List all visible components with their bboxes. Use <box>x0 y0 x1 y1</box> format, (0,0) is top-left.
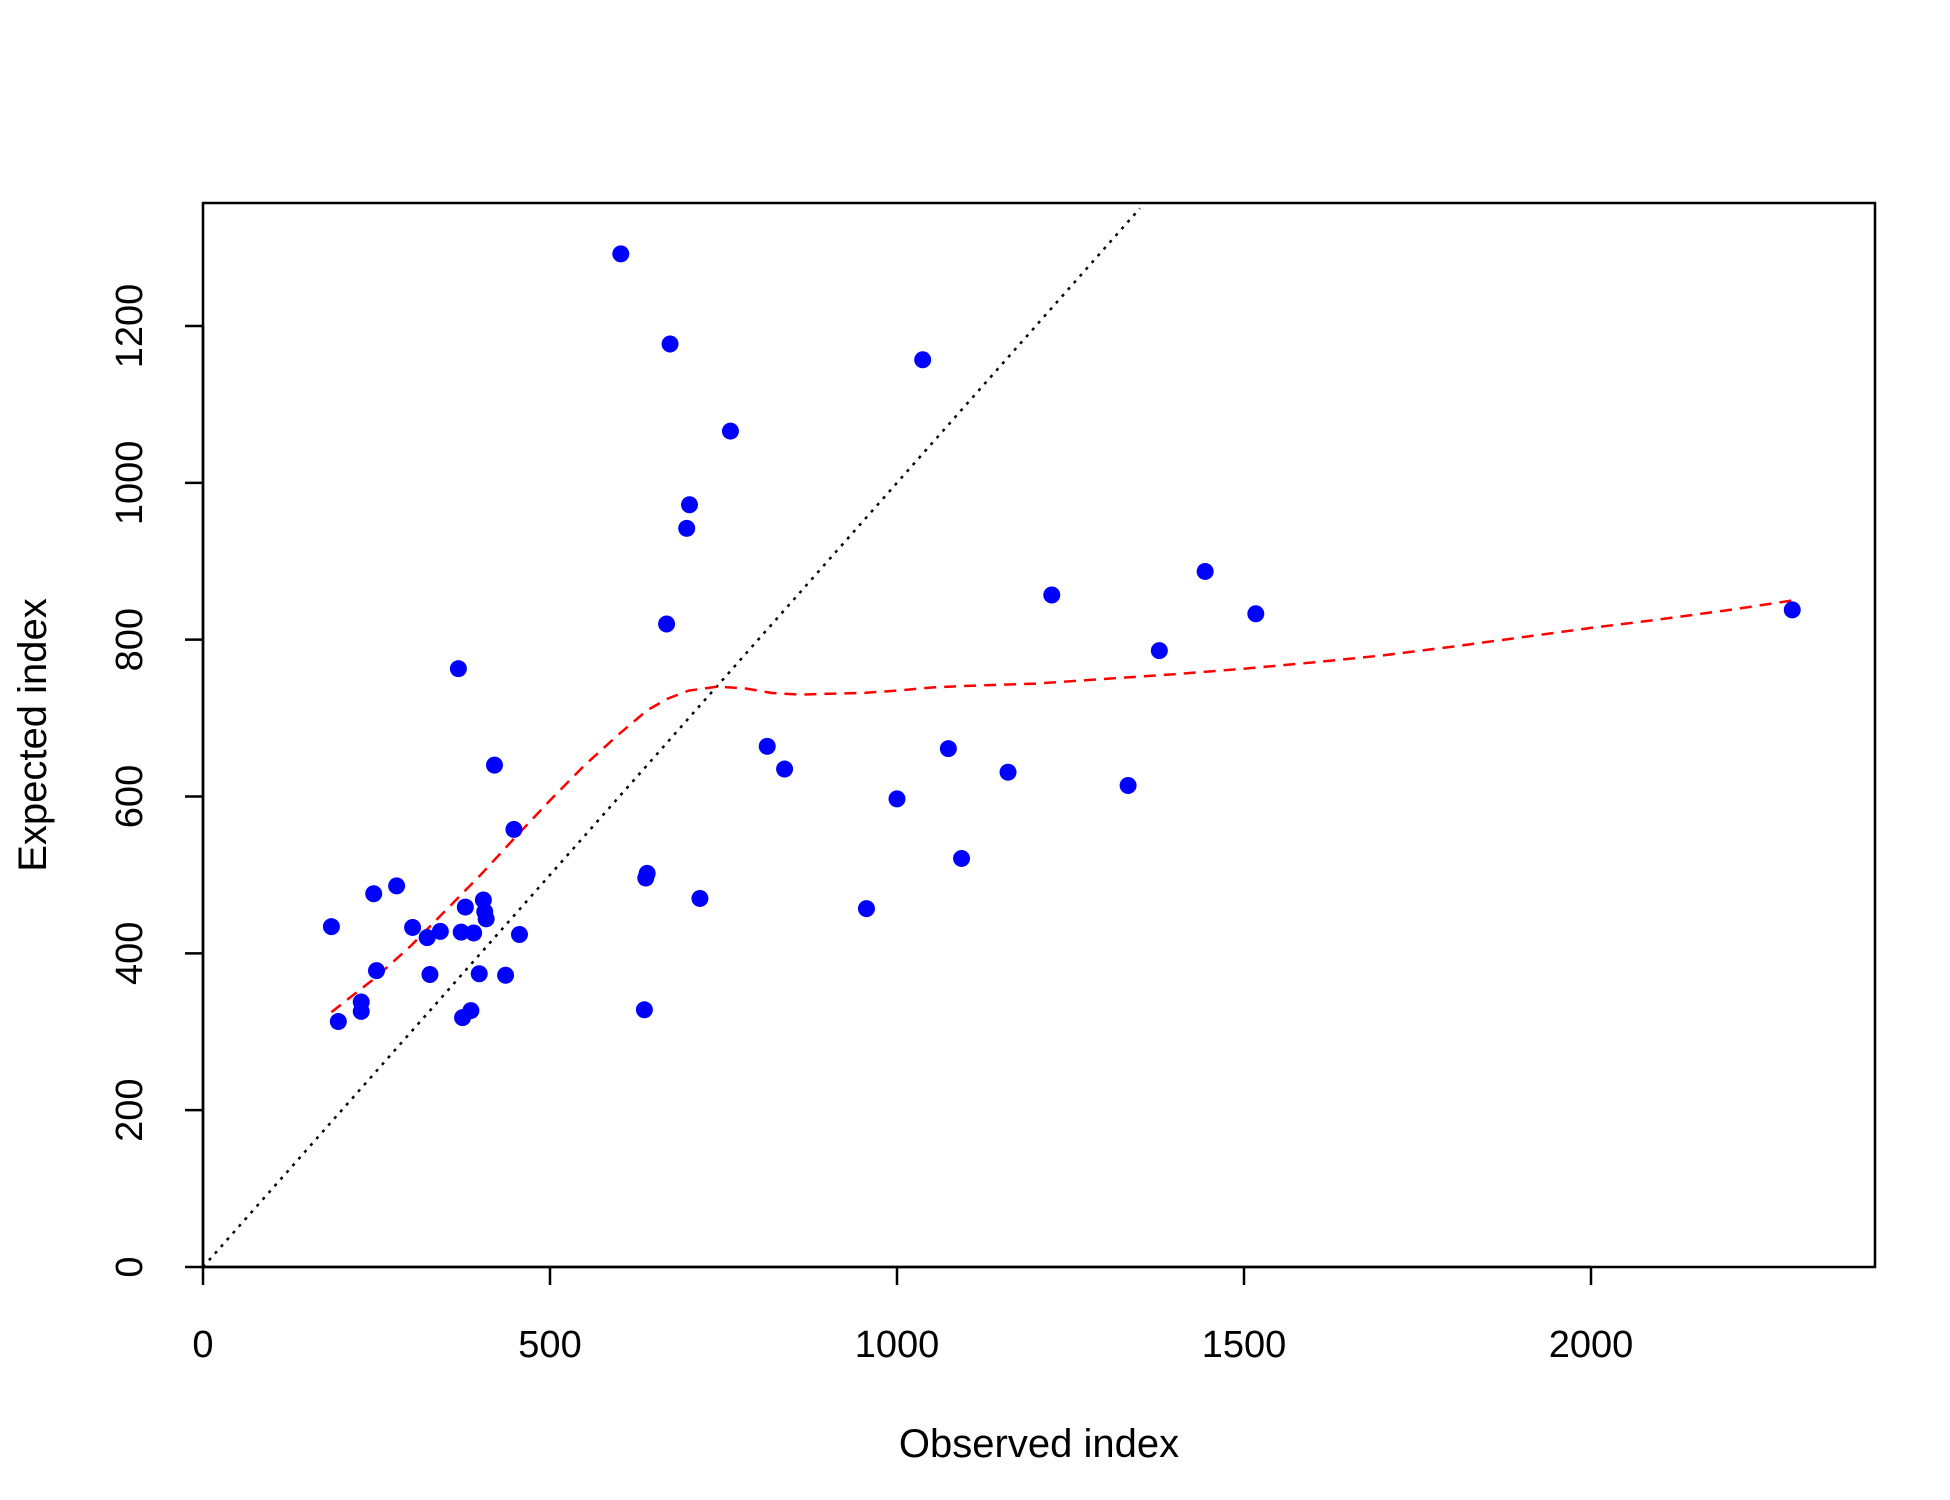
data-point <box>661 335 679 353</box>
data-point <box>452 923 470 941</box>
data-point <box>404 918 422 936</box>
data-point <box>1043 586 1061 604</box>
data-point <box>721 422 739 440</box>
data-point <box>678 519 696 537</box>
data-point <box>431 922 449 940</box>
data-point <box>421 966 439 984</box>
data-point <box>776 760 794 778</box>
data-point <box>635 1001 653 1019</box>
data-point <box>1150 642 1168 660</box>
y-tick-label: 400 <box>109 922 151 985</box>
y-tick-label: 0 <box>109 1256 151 1277</box>
data-point <box>365 885 383 903</box>
data-point <box>388 877 406 895</box>
y-tick-label: 1200 <box>109 284 151 369</box>
data-point <box>1247 605 1265 623</box>
data-point <box>914 351 932 369</box>
data-point <box>888 790 906 808</box>
y-tick-label: 200 <box>109 1078 151 1141</box>
y-tick-label: 600 <box>109 765 151 828</box>
data-point <box>510 926 528 944</box>
x-tick-label: 0 <box>192 1324 213 1366</box>
data-point <box>612 245 630 263</box>
data-point <box>456 898 474 916</box>
data-point <box>758 737 776 755</box>
x-axis-title: Observed index <box>899 1422 1179 1466</box>
smooth-line <box>330 599 1793 1014</box>
x-tick-label: 500 <box>518 1324 581 1366</box>
data-point <box>857 900 875 918</box>
data-point <box>329 1013 347 1031</box>
smooth-line-layer <box>330 599 1793 1014</box>
data-point <box>505 820 523 838</box>
y-tick-label: 1000 <box>109 441 151 526</box>
x-tick-label: 1500 <box>1202 1324 1287 1366</box>
data-point <box>999 763 1017 781</box>
data-point <box>638 864 656 882</box>
data-point <box>953 849 971 867</box>
data-point <box>658 615 676 633</box>
data-point <box>462 1002 480 1020</box>
y-tick-label: 800 <box>109 608 151 671</box>
data-point <box>497 966 515 984</box>
data-point <box>368 962 385 980</box>
identity-line <box>202 207 1141 1268</box>
y-axis-title: Expected index <box>11 598 55 872</box>
data-point <box>1196 562 1214 580</box>
x-tick-label: 1000 <box>855 1324 940 1366</box>
identity-line-layer <box>202 207 1141 1268</box>
data-point <box>470 965 488 983</box>
data-point <box>418 929 436 947</box>
data-point <box>477 910 495 928</box>
data-point <box>939 740 957 758</box>
data-point <box>1119 777 1137 795</box>
data-point <box>680 496 698 514</box>
plot-frame <box>201 201 1877 1269</box>
data-point <box>1783 601 1801 619</box>
data-point <box>691 889 709 907</box>
x-axis: 0 500 1000 1500 2000 <box>192 1265 1634 1366</box>
points-layer <box>322 245 1801 1031</box>
data-point <box>352 1002 370 1020</box>
data-point <box>485 756 503 774</box>
data-point <box>465 924 483 942</box>
y-axis: 0 200 400 600 800 1000 1200 <box>109 284 205 1278</box>
data-point <box>322 918 340 936</box>
x-tick-label: 2000 <box>1549 1324 1634 1366</box>
data-point <box>449 660 467 678</box>
